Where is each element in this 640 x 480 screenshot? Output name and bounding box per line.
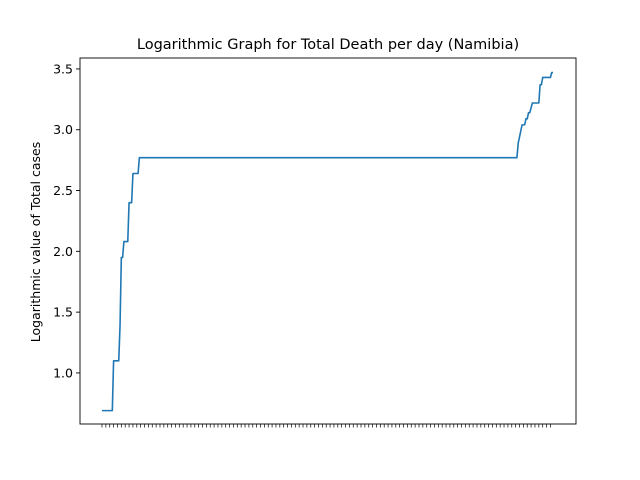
y-tick-label: 3.0	[53, 122, 73, 137]
chart-title: Logarithmic Graph for Total Death per da…	[137, 37, 519, 53]
y-axis-label: Logarithmic value of Total cases	[28, 142, 43, 342]
y-tick-label: 2.0	[53, 244, 73, 259]
plot-frame	[79, 57, 577, 425]
y-tick-label: 1.5	[53, 305, 73, 320]
series-line	[102, 71, 553, 412]
y-tick-label: 2.5	[53, 183, 73, 198]
y-axis-ticks: 1.0 1.5 2.0 2.5 3.0 3.5	[53, 61, 80, 380]
y-tick-label: 3.5	[53, 61, 73, 76]
x-axis-ticks	[101, 424, 551, 428]
y-tick-label: 1.0	[53, 365, 73, 380]
